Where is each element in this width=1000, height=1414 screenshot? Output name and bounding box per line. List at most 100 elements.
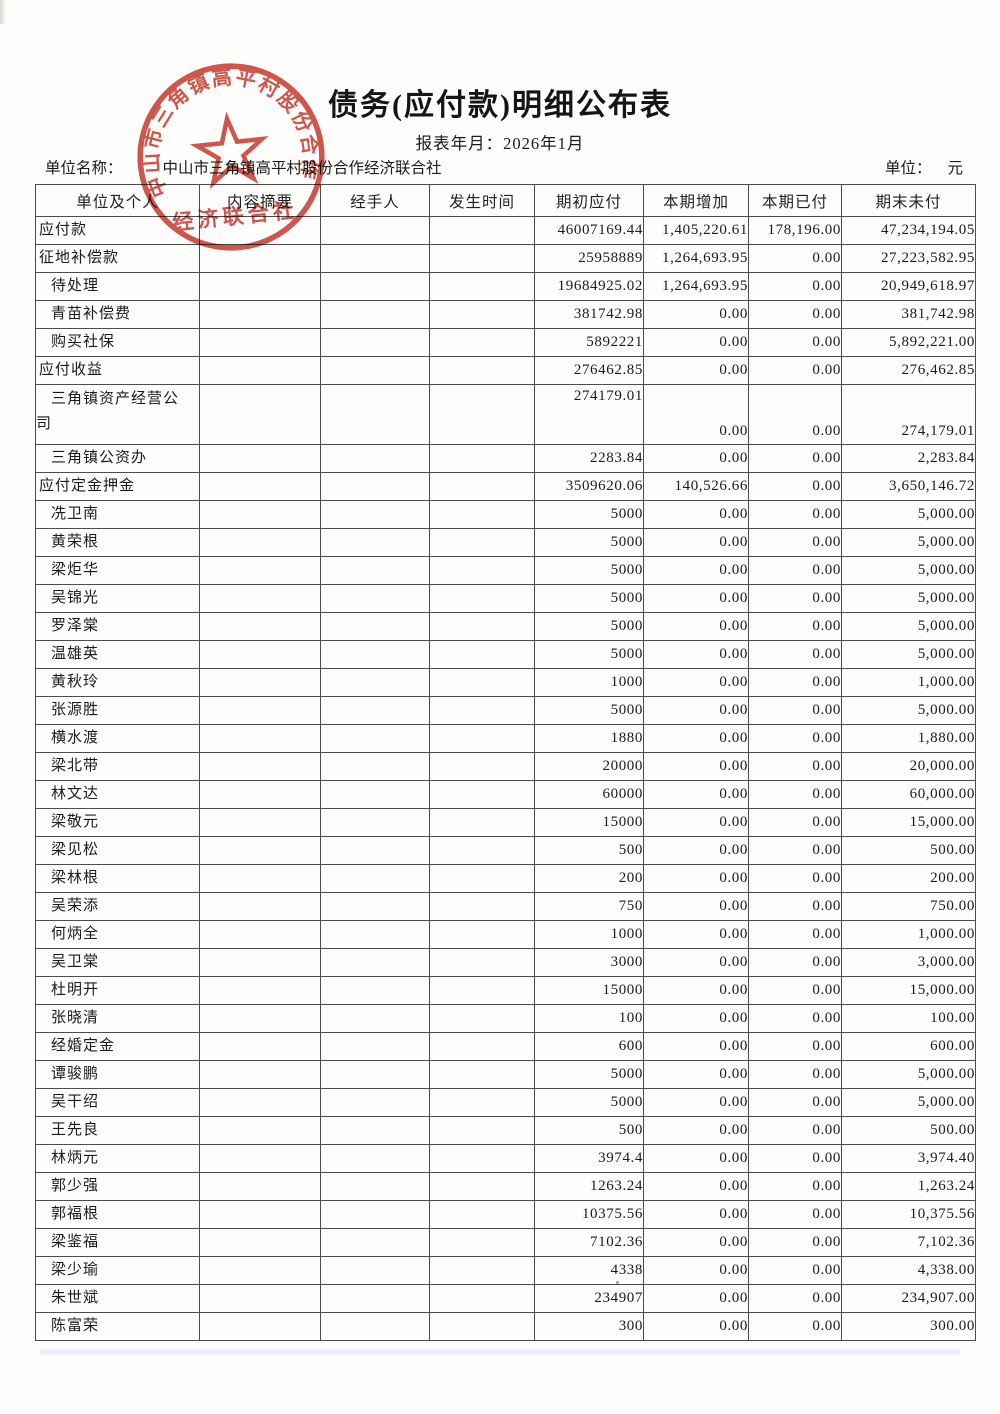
cell-closing-unpaid: 5,000.00 <box>841 556 976 585</box>
cell-summary <box>199 1144 321 1173</box>
cell-handler <box>320 752 430 781</box>
cell-period-paid: 0.00 <box>748 1256 842 1285</box>
cell-date <box>429 528 535 557</box>
cell-entity-name: 张源胜 <box>35 696 200 725</box>
cell-closing-unpaid: 3,974.40 <box>841 1144 976 1173</box>
cell-closing-unpaid: 300.00 <box>841 1312 976 1341</box>
cell-handler <box>320 1228 430 1257</box>
cell-period-paid: 0.00 <box>748 948 842 977</box>
cell-period-increase: 0.00 <box>643 836 749 865</box>
cell-period-increase: 0.00 <box>643 1228 749 1257</box>
cell-period-increase: 0.00 <box>643 1284 749 1313</box>
cell-closing-unpaid: 1,000.00 <box>841 920 976 949</box>
meta-row: 单位名称： 中山市三角镇高平村股份合作经济联合社 单位： 元 <box>45 156 963 178</box>
cell-period-paid: 0.00 <box>748 696 842 725</box>
cell-entity-name: 黄秋玲 <box>35 668 200 697</box>
cell-closing-unpaid: 5,000.00 <box>841 1060 976 1089</box>
cell-closing-unpaid: 1,000.00 <box>841 668 976 697</box>
report-period-value: 2026年1月 <box>503 134 585 153</box>
cell-opening-payable: 7102.36 <box>534 1228 644 1257</box>
cell-entity-name: 横水渡 <box>35 724 200 753</box>
table-row: 应付款 46007169.44 1,405,220.61 178,196.00 … <box>35 216 976 245</box>
cell-opening-payable: 5000 <box>534 528 644 557</box>
cell-summary <box>199 1060 321 1089</box>
cell-opening-payable: 500 <box>534 836 644 865</box>
cell-summary <box>199 724 321 753</box>
cell-period-paid: 0.00 <box>748 1144 842 1173</box>
cell-handler <box>320 612 430 641</box>
cell-date <box>429 216 535 245</box>
cell-handler <box>320 1116 430 1145</box>
header-period-increase: 本期增加 <box>643 184 749 217</box>
cell-date <box>429 640 535 669</box>
cell-period-paid: 0.00 <box>748 444 842 473</box>
cell-closing-unpaid: 20,000.00 <box>841 752 976 781</box>
cell-closing-unpaid: 5,000.00 <box>841 584 976 613</box>
cell-summary <box>199 1032 321 1061</box>
cell-summary <box>199 1200 321 1229</box>
table-row: 待处理 19684925.02 1,264,693.95 0.00 20,949… <box>35 272 976 301</box>
cell-summary <box>199 444 321 473</box>
cell-closing-unpaid: 600.00 <box>841 1032 976 1061</box>
cell-closing-unpaid: 5,000.00 <box>841 500 976 529</box>
cell-date <box>429 920 535 949</box>
cell-period-paid: 0.00 <box>748 1172 842 1201</box>
cell-summary <box>199 892 321 921</box>
table-row: 张源胜 5000 0.00 0.00 5,000.00 <box>35 696 976 725</box>
cell-summary <box>199 612 321 641</box>
cell-summary <box>199 328 321 357</box>
cell-period-increase: 0.00 <box>643 752 749 781</box>
cell-period-increase: 0.00 <box>643 356 749 385</box>
cell-period-paid: 0.00 <box>748 836 842 865</box>
table-row: 三角镇资产经营公 司 274179.01 0.00 0.00 274,179.0… <box>35 384 976 445</box>
cell-period-paid: 0.00 <box>748 272 842 301</box>
cell-opening-payable: 20000 <box>534 752 644 781</box>
cell-date <box>429 1200 535 1229</box>
cell-date <box>429 864 535 893</box>
cell-closing-unpaid: 234,907.00 <box>841 1284 976 1313</box>
cell-period-increase: 0.00 <box>643 1200 749 1229</box>
cell-opening-payable: 15000 <box>534 976 644 1005</box>
cell-entity-name: 张晓清 <box>35 1004 200 1033</box>
cell-handler <box>320 892 430 921</box>
cell-period-paid: 0.00 <box>748 1032 842 1061</box>
table-row: 冼卫南 5000 0.00 0.00 5,000.00 <box>35 500 976 529</box>
cell-handler <box>320 640 430 669</box>
table-row: 谭骏鹏 5000 0.00 0.00 5,000.00 <box>35 1060 976 1089</box>
cell-handler <box>320 1060 430 1089</box>
cell-summary <box>199 808 321 837</box>
cell-opening-payable: 600 <box>534 1032 644 1061</box>
cell-period-increase: 0.00 <box>643 668 749 697</box>
cell-opening-payable: 5000 <box>534 556 644 585</box>
cell-entity-name: 梁见松 <box>35 836 200 865</box>
table-row: 王先良 500 0.00 0.00 500.00 <box>35 1116 976 1145</box>
cell-date <box>429 1088 535 1117</box>
cell-summary <box>199 864 321 893</box>
table-row: 梁见松 500 0.00 0.00 500.00 <box>35 836 976 865</box>
table-row: 梁炬华 5000 0.00 0.00 5,000.00 <box>35 556 976 585</box>
org-name-label: 单位名称： <box>45 160 123 177</box>
cell-period-paid: 0.00 <box>748 976 842 1005</box>
cell-period-increase: 0.00 <box>643 584 749 613</box>
cell-summary <box>199 696 321 725</box>
cell-date <box>429 300 535 329</box>
cell-period-increase: 0.00 <box>643 556 749 585</box>
currency-unit-value: 元 <box>947 160 963 177</box>
cell-handler <box>320 216 430 245</box>
cell-period-increase: 0.00 <box>643 444 749 473</box>
cell-period-paid: 0.00 <box>748 472 842 501</box>
org-name-value: 中山市三角镇高平村股份合作经济联合社 <box>162 160 442 177</box>
cell-date <box>429 696 535 725</box>
cell-opening-payable: 3000 <box>534 948 644 977</box>
table-row: 三角镇公资办 2283.84 0.00 0.00 2,283.84 <box>35 444 976 473</box>
cell-period-increase: 0.00 <box>643 808 749 837</box>
cell-period-increase: 0.00 <box>643 1144 749 1173</box>
cell-entity-name: 应付收益 <box>35 356 200 385</box>
cell-closing-unpaid: 750.00 <box>841 892 976 921</box>
report-period-label: 报表年月： <box>415 134 504 153</box>
cell-date <box>429 1144 535 1173</box>
cell-entity-name: 应付款 <box>35 216 200 245</box>
cell-opening-payable: 3974.4 <box>534 1144 644 1173</box>
cell-entity-name: 梁炬华 <box>35 556 200 585</box>
org-name: 单位名称： 中山市三角镇高平村股份合作经济联合社 <box>45 156 442 178</box>
